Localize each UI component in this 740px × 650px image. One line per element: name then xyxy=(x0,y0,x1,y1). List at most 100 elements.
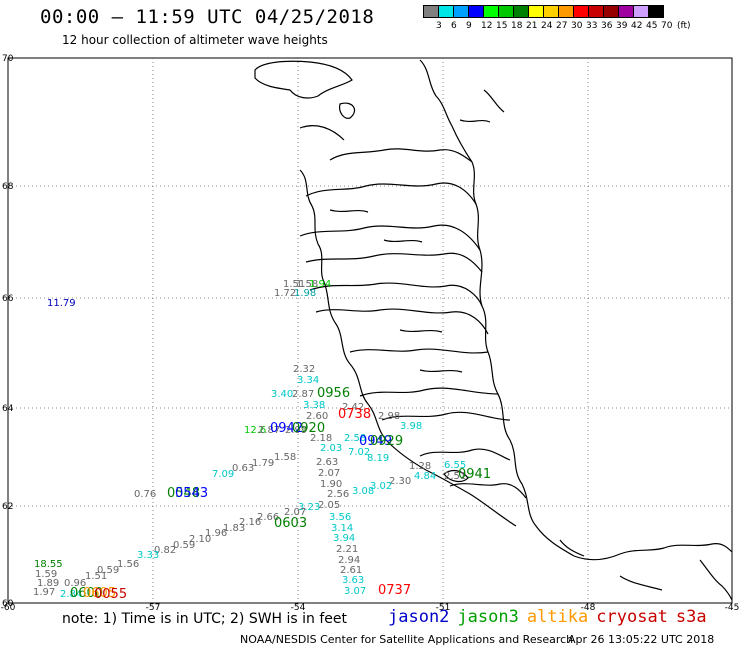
wave-height-label: 3.34 xyxy=(297,375,319,386)
colorbar-labels: 3 6 9 12 15 18 21 24 27 30 33 36 39 42 45 70 (ft) xyxy=(423,21,733,33)
wave-height-label: 3.02 xyxy=(370,481,392,492)
longitude-tick-label: -60 xyxy=(1,603,16,613)
colorbar-label: 45 xyxy=(646,21,658,31)
pass-time-label: 0929 xyxy=(370,434,403,449)
coastline-segment xyxy=(305,182,477,205)
wave-height-label: 0.59 xyxy=(173,540,195,551)
coastline-segment xyxy=(573,543,733,561)
pass-time-label: 0605 xyxy=(83,586,116,601)
coastline-segment xyxy=(305,252,483,273)
wave-height-label: 8.19 xyxy=(367,453,389,464)
wave-height-label: 3.98 xyxy=(400,421,422,432)
coastline-segment xyxy=(299,169,319,245)
colorbar-label: 42 xyxy=(631,21,643,31)
coastline-segment xyxy=(254,60,353,99)
wave-height-label: 0.82 xyxy=(154,545,176,556)
wave-height-label: 2.30 xyxy=(389,476,411,487)
coastline-segment xyxy=(419,448,511,461)
wave-height-label: 11.79 xyxy=(47,298,76,309)
colorbar-swatch xyxy=(648,5,664,18)
wave-height-label: 3.38 xyxy=(303,400,325,411)
wave-height-label: 3.14 xyxy=(331,523,353,534)
coastline-segment xyxy=(309,282,483,307)
wave-height-label: 1.98 xyxy=(294,288,316,299)
coastline-segment xyxy=(299,125,345,141)
wave-height-label: 2.07 xyxy=(318,468,340,479)
colorbar-label: 21 xyxy=(526,21,538,31)
wave-height-label: 0.59 xyxy=(97,565,119,576)
wave-height-label: 6.55 xyxy=(444,460,466,471)
colorbar-label: 6 xyxy=(451,21,457,31)
wave-height-label: 1.58 xyxy=(296,279,318,290)
colorbar-unit: (ft) xyxy=(677,21,691,31)
colorbar-label: 36 xyxy=(601,21,613,31)
greenland-coastline xyxy=(254,59,733,601)
wave-height-label: 1.56 xyxy=(117,559,139,570)
coastline-segment xyxy=(349,363,427,471)
wave-height-label: 2.58 xyxy=(344,433,366,444)
wave-height-label: 3.23 xyxy=(298,502,320,513)
wave-height-label: 1.72 xyxy=(274,288,296,299)
map-subtitle: 12 hour collection of altimeter wave hei… xyxy=(62,33,328,47)
map-frame xyxy=(7,57,733,604)
pass-time-label: 0956 xyxy=(317,386,350,401)
wave-height-label: 2.05 xyxy=(318,500,340,511)
latitude-tick-label: 70 xyxy=(2,54,14,64)
wave-height-label: 2.60 xyxy=(306,411,328,422)
wave-height-label: 1.58 xyxy=(274,452,296,463)
wave-height-label: 2.10 xyxy=(189,534,211,545)
colorbar-label: 3 xyxy=(436,21,442,31)
wave-height-label: 2.42 xyxy=(342,402,364,413)
coastline-segment xyxy=(449,483,527,499)
wave-height-label: 2.98 xyxy=(378,411,400,422)
pass-time-label: 0600 xyxy=(70,586,103,601)
coastline-segment xyxy=(619,575,663,591)
wave-height-label: 12.6 xyxy=(244,425,266,436)
longitude-tick-label: -51 xyxy=(436,603,451,613)
wave-height-label: 18.55 xyxy=(34,559,63,570)
legend-entry-jason2: jason2 xyxy=(388,607,450,627)
wave-height-label: 2.99 xyxy=(285,425,307,436)
wave-height-label: 0.76 xyxy=(134,489,156,500)
colorbar-label: 39 xyxy=(616,21,628,31)
colorbar-label: 12 xyxy=(481,21,493,31)
satellite-legend: jason2 jason3 altika cryosat s3a xyxy=(388,607,715,627)
wave-height-label: 1.97 xyxy=(33,587,55,598)
wave-height-label: 2.56 xyxy=(327,489,349,500)
coastline-segment xyxy=(299,224,481,251)
wave-height-label: 3.07 xyxy=(344,586,366,597)
pass-time-label: 0941 xyxy=(458,467,491,482)
wave-height-label: 3.94 xyxy=(333,533,355,544)
wave-height-label: 2.66 xyxy=(257,512,279,523)
pass-time-label: 0737 xyxy=(378,583,411,598)
wave-height-label: 2.87 xyxy=(258,425,280,436)
wave-height-label: 2.03 xyxy=(320,443,342,454)
colorbar xyxy=(423,5,664,18)
legend-entry-s3a: s3a xyxy=(675,607,707,627)
coastline-segment xyxy=(399,329,443,333)
wave-height-label: 2.84 xyxy=(60,589,82,600)
wave-height-label: 4.84 xyxy=(414,471,436,482)
coastline-segment xyxy=(509,439,575,557)
pass-time-label: 0920 xyxy=(292,421,325,436)
colorbar-label: 9 xyxy=(466,21,472,31)
wave-height-observations: 11.791.511.581.941.721.982.323.343.402.8… xyxy=(33,279,466,600)
legend-entry-jason3: jason3 xyxy=(457,607,519,627)
colorbar-label: 70 xyxy=(661,21,673,31)
wave-height-label: 2.07 xyxy=(284,507,306,518)
wave-height-label: 1.51 xyxy=(283,279,305,290)
wave-height-label: 1.83 xyxy=(223,523,245,534)
wave-height-label: 3.63 xyxy=(342,575,364,586)
wave-height-label: 2.32 xyxy=(293,364,315,375)
colorbar-label: 27 xyxy=(556,21,568,31)
longitude-tick-label: -45 xyxy=(725,603,740,613)
pass-time-label: 0548 xyxy=(167,486,200,501)
coastline-segment xyxy=(559,539,585,557)
pass-time-label: 0543 xyxy=(175,486,208,501)
latitude-tick-label: 60 xyxy=(2,599,14,609)
latitude-tick-label: 68 xyxy=(2,182,14,192)
coastline-segment xyxy=(419,59,473,163)
latitude-tick-label: 66 xyxy=(2,294,14,304)
pass-time-label: 0055 xyxy=(94,587,127,602)
wave-height-label: 0.63 xyxy=(232,463,254,474)
